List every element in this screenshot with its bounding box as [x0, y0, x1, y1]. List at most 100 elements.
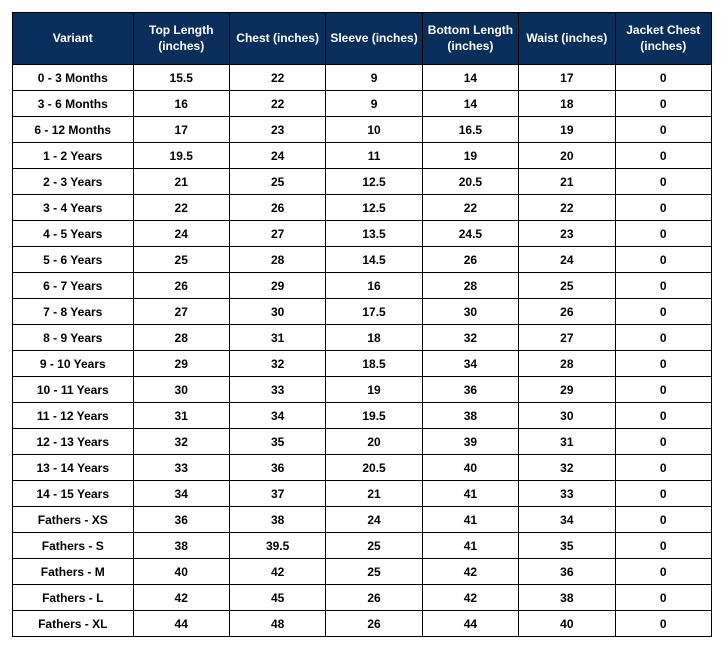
cell-value: 25 [326, 559, 422, 585]
cell-variant: 9 - 10 Years [13, 351, 134, 377]
cell-value: 22 [422, 195, 518, 221]
cell-value: 14 [422, 91, 518, 117]
cell-value: 21 [519, 169, 615, 195]
cell-value: 21 [326, 481, 422, 507]
cell-value: 37 [229, 481, 325, 507]
cell-variant: 11 - 12 Years [13, 403, 134, 429]
cell-value: 0 [615, 299, 711, 325]
cell-value: 41 [422, 481, 518, 507]
cell-value: 0 [615, 117, 711, 143]
cell-variant: 10 - 11 Years [13, 377, 134, 403]
cell-value: 20.5 [422, 169, 518, 195]
cell-value: 19.5 [133, 143, 229, 169]
cell-value: 0 [615, 65, 711, 91]
cell-value: 0 [615, 143, 711, 169]
cell-value: 32 [133, 429, 229, 455]
cell-value: 29 [229, 273, 325, 299]
cell-value: 24 [519, 247, 615, 273]
cell-variant: 3 - 4 Years [13, 195, 134, 221]
cell-value: 27 [133, 299, 229, 325]
cell-value: 24 [229, 143, 325, 169]
table-row: 7 - 8 Years273017.530260 [13, 299, 712, 325]
cell-variant: 3 - 6 Months [13, 91, 134, 117]
cell-value: 16 [326, 273, 422, 299]
cell-variant: 4 - 5 Years [13, 221, 134, 247]
cell-value: 31 [229, 325, 325, 351]
table-row: Fathers - XS36382441340 [13, 507, 712, 533]
cell-value: 42 [229, 559, 325, 585]
cell-value: 41 [422, 533, 518, 559]
cell-value: 12.5 [326, 169, 422, 195]
cell-value: 21 [133, 169, 229, 195]
cell-value: 38 [229, 507, 325, 533]
cell-value: 26 [326, 611, 422, 637]
cell-variant: 6 - 7 Years [13, 273, 134, 299]
cell-value: 45 [229, 585, 325, 611]
cell-value: 12.5 [326, 195, 422, 221]
cell-value: 39 [422, 429, 518, 455]
cell-value: 35 [519, 533, 615, 559]
cell-value: 42 [422, 585, 518, 611]
cell-value: 30 [133, 377, 229, 403]
cell-variant: 5 - 6 Years [13, 247, 134, 273]
cell-value: 0 [615, 351, 711, 377]
cell-value: 24 [326, 507, 422, 533]
cell-value: 26 [422, 247, 518, 273]
cell-value: 22 [519, 195, 615, 221]
table-row: 12 - 13 Years32352039310 [13, 429, 712, 455]
col-header-bottom-length: Bottom Length (inches) [422, 13, 518, 65]
cell-value: 33 [229, 377, 325, 403]
col-header-sleeve: Sleeve (inches) [326, 13, 422, 65]
table-row: 8 - 9 Years28311832270 [13, 325, 712, 351]
cell-value: 25 [133, 247, 229, 273]
cell-value: 32 [229, 351, 325, 377]
cell-value: 0 [615, 611, 711, 637]
cell-value: 9 [326, 91, 422, 117]
cell-value: 10 [326, 117, 422, 143]
cell-value: 17.5 [326, 299, 422, 325]
cell-value: 44 [422, 611, 518, 637]
cell-value: 28 [519, 351, 615, 377]
cell-value: 0 [615, 507, 711, 533]
cell-value: 38 [422, 403, 518, 429]
cell-variant: Fathers - XS [13, 507, 134, 533]
cell-value: 29 [519, 377, 615, 403]
cell-value: 0 [615, 247, 711, 273]
cell-value: 30 [229, 299, 325, 325]
table-row: 13 - 14 Years333620.540320 [13, 455, 712, 481]
col-header-waist: Waist (inches) [519, 13, 615, 65]
cell-value: 42 [133, 585, 229, 611]
table-row: 6 - 12 Months17231016.5190 [13, 117, 712, 143]
cell-variant: Fathers - M [13, 559, 134, 585]
cell-value: 34 [519, 507, 615, 533]
cell-value: 25 [229, 169, 325, 195]
cell-value: 15.5 [133, 65, 229, 91]
col-header-top-length: Top Length (inches) [133, 13, 229, 65]
cell-value: 39.5 [229, 533, 325, 559]
size-chart-table: Variant Top Length (inches) Chest (inche… [12, 12, 712, 637]
cell-variant: 14 - 15 Years [13, 481, 134, 507]
cell-variant: 8 - 9 Years [13, 325, 134, 351]
cell-value: 0 [615, 455, 711, 481]
table-body: 0 - 3 Months15.5229141703 - 6 Months1622… [13, 65, 712, 637]
cell-value: 36 [133, 507, 229, 533]
cell-value: 26 [519, 299, 615, 325]
cell-variant: Fathers - L [13, 585, 134, 611]
cell-variant: 6 - 12 Months [13, 117, 134, 143]
cell-value: 17 [519, 65, 615, 91]
cell-value: 27 [229, 221, 325, 247]
cell-value: 40 [133, 559, 229, 585]
col-header-jacket-chest: Jacket Chest (inches) [615, 13, 711, 65]
cell-value: 32 [519, 455, 615, 481]
cell-value: 31 [519, 429, 615, 455]
cell-value: 13.5 [326, 221, 422, 247]
table-row: 4 - 5 Years242713.524.5230 [13, 221, 712, 247]
cell-variant: 2 - 3 Years [13, 169, 134, 195]
cell-value: 22 [133, 195, 229, 221]
cell-value: 0 [615, 221, 711, 247]
header-row: Variant Top Length (inches) Chest (inche… [13, 13, 712, 65]
cell-value: 0 [615, 429, 711, 455]
cell-value: 33 [519, 481, 615, 507]
cell-value: 20 [519, 143, 615, 169]
cell-value: 24.5 [422, 221, 518, 247]
